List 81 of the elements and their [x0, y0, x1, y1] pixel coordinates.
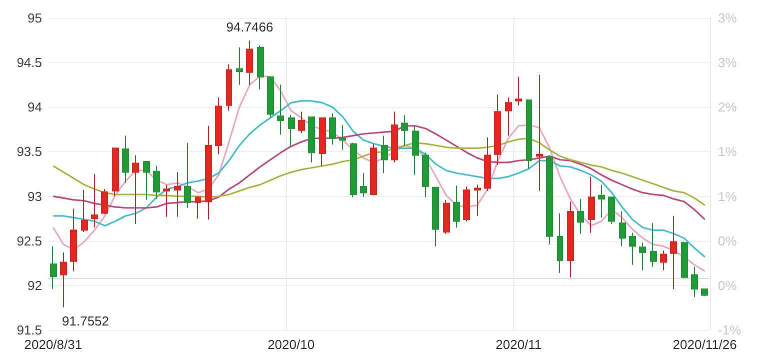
candlestick	[370, 143, 377, 196]
annotation: 91.7552	[62, 313, 110, 328]
candlestick	[598, 184, 605, 218]
y-tick-label: 93	[28, 188, 42, 204]
candlestick	[81, 190, 88, 232]
candlestick	[132, 154, 139, 224]
x-tick-label: 2020/11	[496, 337, 542, 352]
candlestick	[112, 148, 119, 197]
y-tick-label: 92	[28, 278, 42, 293]
candlestick	[619, 210, 626, 247]
candlestick	[412, 125, 419, 176]
candlestick	[308, 116, 315, 163]
candlestick	[257, 45, 264, 90]
candlestick	[226, 64, 232, 112]
candlestick	[246, 40, 253, 86]
line-series	[52, 138, 706, 206]
candlestick	[681, 241, 688, 279]
candlestick	[660, 250, 667, 271]
y-tick-label: 94	[28, 100, 42, 115]
line-series	[52, 100, 706, 258]
candlestick	[350, 142, 357, 198]
x-tick-label: 2020/10	[268, 337, 315, 352]
candlestick	[474, 184, 481, 216]
candlestick	[236, 46, 243, 86]
y-tick-label: 91.5	[16, 322, 42, 338]
candlestick	[629, 232, 636, 266]
candlestick	[381, 135, 388, 174]
candlestick	[50, 246, 57, 290]
candlestick	[650, 222, 657, 268]
candlestick	[463, 186, 470, 222]
candlestick	[319, 117, 326, 166]
y-tick-label: 92.5	[16, 233, 42, 248]
x-tick-label: 2020/8/31	[24, 337, 82, 352]
candlestick	[557, 212, 563, 274]
candlestick	[701, 288, 708, 297]
annotation: 94.7466	[226, 20, 274, 35]
candlestick	[526, 100, 532, 170]
candlestick	[122, 135, 129, 184]
y-tick-label: 93.5	[16, 144, 42, 160]
candlestick	[298, 111, 305, 134]
candlestick	[70, 208, 77, 272]
candlestick	[91, 174, 98, 228]
candlestick	[401, 114, 408, 147]
candlestick	[339, 124, 346, 150]
candlestick	[153, 165, 160, 200]
candlestick	[60, 252, 67, 308]
candlestick	[288, 114, 295, 147]
candlestick	[577, 198, 584, 234]
candlestick	[432, 186, 439, 247]
candlestick	[505, 96, 512, 136]
candlestick	[267, 76, 274, 118]
candlestick	[494, 94, 501, 166]
candlestick	[670, 215, 677, 290]
candlestick	[608, 196, 615, 224]
candlestick	[143, 161, 150, 200]
candlestick	[546, 154, 553, 245]
candlestick	[484, 136, 491, 192]
candlestick	[639, 242, 646, 271]
candlestick	[422, 152, 429, 198]
candlestick	[360, 172, 367, 198]
x-tick-label: 2020/11/26	[672, 337, 737, 352]
candlestick	[101, 188, 108, 215]
candlestick	[205, 125, 212, 220]
candlestick	[195, 196, 201, 220]
y-tick-label: 95	[28, 10, 42, 26]
candlestick	[163, 184, 170, 218]
line-series	[52, 125, 706, 220]
y-tick-label: 94.5	[16, 55, 42, 70]
candlestick	[588, 176, 595, 234]
candlestick	[391, 111, 398, 163]
candlestick	[277, 84, 284, 136]
candlestick	[515, 76, 522, 106]
candlestick	[453, 185, 460, 228]
candlestick	[443, 199, 450, 234]
candlestick	[567, 201, 574, 278]
candlestick	[184, 142, 191, 208]
candlestick	[691, 266, 698, 298]
candlestick	[174, 172, 181, 218]
candlestick	[329, 112, 336, 146]
candlestick	[215, 96, 222, 155]
candlestick	[536, 74, 543, 192]
